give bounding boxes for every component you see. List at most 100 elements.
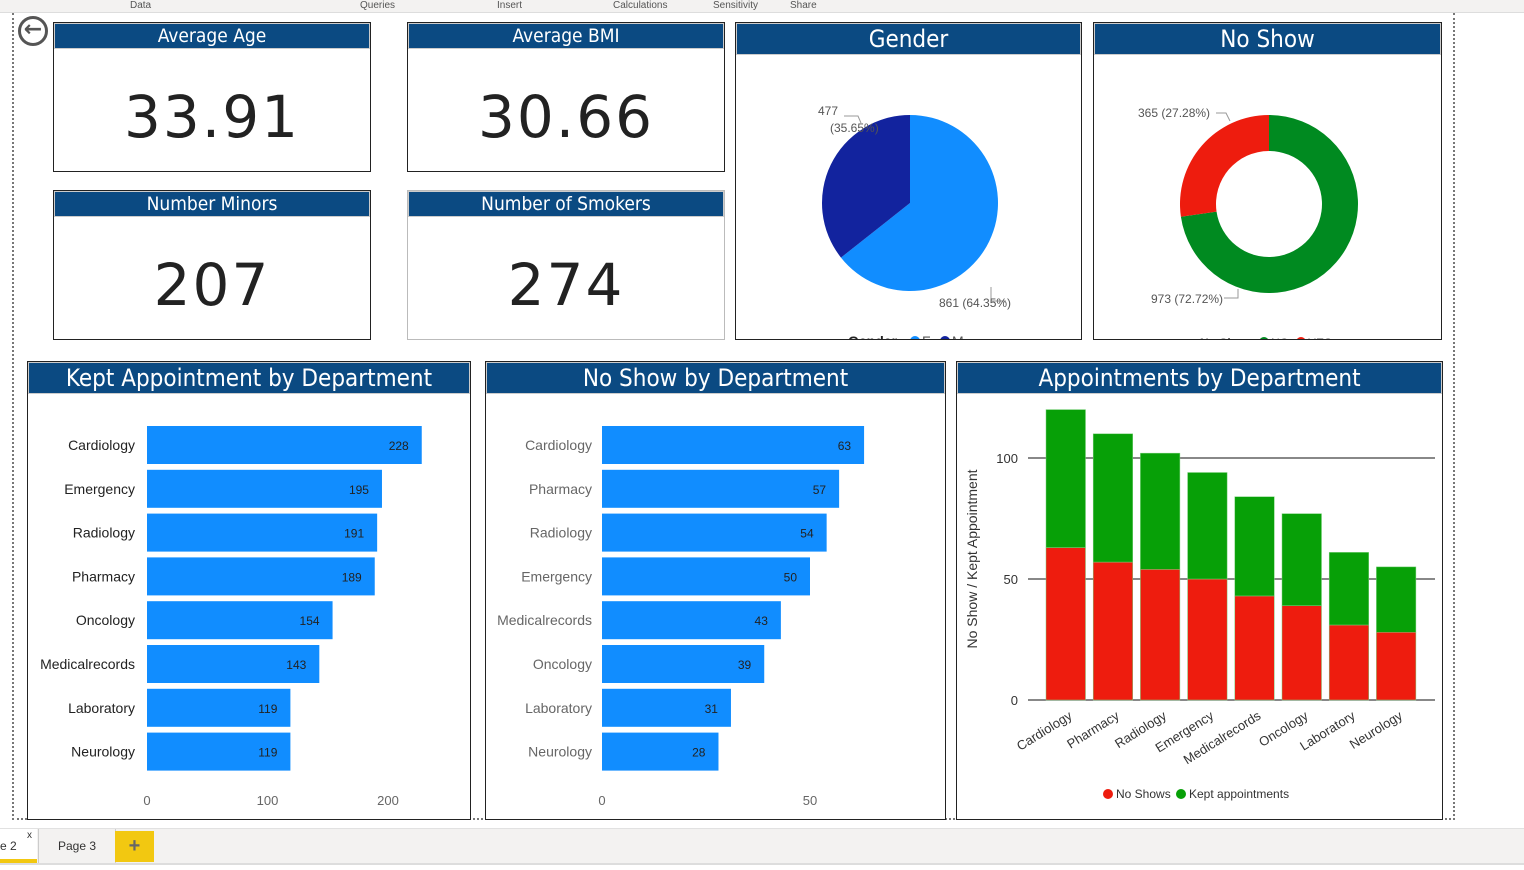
card-title: Appointments by Department [957, 362, 1442, 394]
category-label: Laboratory [68, 700, 135, 716]
bar-emergency [147, 469, 382, 508]
bar-neurology [602, 732, 719, 771]
bar-oncology [602, 645, 765, 683]
bar-medicalrecords [147, 645, 320, 683]
x-tick-label: 200 [377, 793, 399, 808]
tab-page-3[interactable]: Page 3 [38, 829, 116, 863]
bar-medicalrecords-no-shows [1234, 595, 1275, 701]
legend-item: No Shows [1116, 787, 1171, 801]
value-label: 154 [300, 614, 320, 628]
tab-page-2[interactable]: e 2 x [0, 829, 37, 863]
gender-pie-chart: 861 (64.35%) 477 (35.65%) Gender F M [818, 104, 1011, 339]
category-label: Medicalrecords [40, 656, 135, 672]
bar-medicalrecords-kept-appointments [1234, 496, 1275, 597]
bar-medicalrecords [602, 601, 781, 640]
value-label: 119 [258, 702, 277, 716]
category-label: Radiology [73, 525, 135, 541]
x-tick-label: 100 [257, 793, 279, 808]
number-minors-card: Number Minors 207 [53, 190, 371, 340]
add-page-button[interactable]: + [115, 831, 154, 862]
bar-oncology-kept-appointments [1281, 513, 1322, 606]
kept-by-dept-card: Kept Appointment by Department Cardiolog… [27, 361, 471, 820]
ribbon: Data Queries Insert Calculations Sensiti… [0, 0, 1524, 13]
bar-emergency-kept-appointments [1187, 472, 1228, 580]
category-label: Pharmacy [72, 568, 135, 584]
ribbon-share[interactable]: Share [790, 0, 817, 11]
value-label: 195 [349, 483, 369, 497]
value-label: 191 [344, 527, 364, 541]
legend-marker [1260, 337, 1268, 339]
value-label: 54 [800, 527, 814, 541]
value-label: 57 [813, 483, 827, 497]
slice-f [840, 115, 998, 291]
x-tick-label: Cardiology [1014, 708, 1075, 754]
leader-line [844, 115, 862, 124]
card-title: No Show [1094, 23, 1441, 55]
legend-title: Gender [848, 333, 898, 339]
slice-m [822, 115, 910, 258]
category-label: Emergency [521, 568, 592, 584]
legend-marker [910, 336, 920, 339]
appointments-stacked-chart: 0 50 100 No Show / Kept Appointment Cardiolo… [964, 409, 1435, 801]
noshow-donut-card: No Show 973 (72.72%) 365 (27.28%) No Show N… [1093, 22, 1442, 340]
x-tick-label: 0 [598, 793, 605, 808]
category-label: Pharmacy [529, 481, 592, 497]
noshow-by-dept-chart: Cardiology 63 Pharmacy 57 Radiology 54 Emergen… [497, 426, 865, 808]
data-label-value: 477 [818, 104, 838, 118]
bar-radiology-no-shows [1140, 569, 1181, 701]
legend-item: Kept appointments [1189, 787, 1289, 801]
legend-marker [1103, 789, 1113, 799]
bar-pharmacy-no-shows [1092, 561, 1133, 701]
category-label: Medicalrecords [497, 612, 592, 628]
slice-yes [1180, 115, 1269, 217]
bar-radiology-kept-appointments [1140, 452, 1181, 570]
bar-neurology-no-shows [1376, 631, 1417, 701]
data-label: 861 (64.35%) [939, 296, 1011, 310]
bar-radiology [147, 513, 378, 552]
ribbon-sensitivity[interactable]: Sensitivity [713, 0, 759, 11]
data-label: 365 (27.28%) [1138, 106, 1210, 120]
back-arrow-icon[interactable]: ← [18, 16, 48, 46]
slice-no [1180, 115, 1358, 293]
x-tick-label: Pharmacy [1064, 708, 1122, 752]
tab-label: e 2 [0, 839, 17, 853]
bar-emergency-no-shows [1187, 578, 1228, 701]
bar-cardiology-kept-appointments [1045, 409, 1086, 548]
legend-marker [1297, 337, 1305, 339]
card-value: 207 [153, 251, 271, 319]
category-label: Oncology [533, 656, 592, 672]
noshow-donut-chart: 973 (72.72%) 365 (27.28%) No Show NO YES [1138, 106, 1358, 339]
close-icon[interactable]: x [27, 830, 32, 841]
legend-marker [940, 336, 950, 339]
noshow-by-dept-card: No Show by Department Cardiology 63 Pharma… [485, 361, 946, 820]
category-label: Neurology [71, 744, 135, 760]
leader-line [1224, 289, 1239, 299]
leader-line [1216, 112, 1231, 122]
kept-by-dept-chart: Cardiology 228 Emergency 195 Radiology 191 Pha… [40, 426, 422, 808]
category-label: Cardiology [68, 437, 135, 453]
card-value: 274 [507, 251, 625, 319]
bar-emergency [602, 557, 810, 596]
bar-laboratory [147, 688, 291, 727]
bar-neurology-kept-appointments [1376, 566, 1417, 633]
legend-marker [1176, 789, 1186, 799]
ribbon-insert[interactable]: Insert [497, 0, 523, 11]
value-label: 119 [258, 746, 277, 760]
x-tick-label: Neurology [1347, 708, 1406, 752]
bar-laboratory-no-shows [1328, 624, 1369, 701]
category-label: Emergency [64, 481, 135, 497]
value-label: 228 [389, 439, 409, 453]
bar-radiology [602, 513, 827, 552]
bar-neurology [147, 732, 291, 771]
value-label: 39 [738, 658, 752, 672]
average-bmi-card: Average BMI 30.66 [407, 22, 725, 172]
ribbon-queries[interactable]: Queries [360, 0, 396, 11]
value-label: 143 [286, 658, 306, 672]
card-title: No Show by Department [486, 362, 945, 394]
bar-pharmacy [602, 469, 840, 508]
legend-m: M [952, 333, 964, 339]
ribbon-calculations[interactable]: Calculations [613, 0, 668, 11]
ribbon-data[interactable]: Data [130, 0, 152, 11]
card-title: Number of Smokers [408, 191, 724, 217]
value-label: 43 [755, 614, 769, 628]
